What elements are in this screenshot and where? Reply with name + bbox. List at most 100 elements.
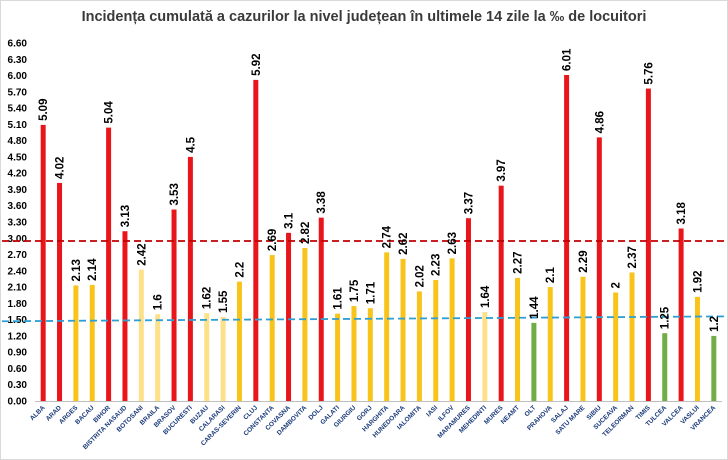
data-label: 5.04 [104, 101, 116, 124]
y-tick-label: 0.30 [8, 380, 28, 391]
data-label: 3.1 [284, 212, 296, 229]
y-tick-label: 2.70 [8, 250, 28, 261]
bar [596, 137, 602, 401]
y-tick-label: 4.20 [8, 169, 28, 180]
bar [187, 156, 193, 401]
bar [286, 232, 292, 401]
bar [73, 285, 79, 401]
data-label: 5.76 [643, 62, 655, 84]
y-axis: 0.000.300.600.901.201.501.802.102.402.70… [8, 39, 722, 408]
data-label: 2.1 [545, 267, 557, 284]
data-label: 1.75 [349, 279, 361, 302]
bar [335, 313, 341, 401]
data-label: 2 [611, 282, 623, 288]
data-label: 2.42 [136, 243, 148, 265]
data-label: 1.2 [709, 316, 721, 332]
data-label: 2.27 [513, 251, 525, 273]
data-label: 2.29 [578, 250, 590, 272]
bar [89, 284, 95, 401]
data-label: 2.82 [300, 222, 312, 244]
bar [694, 296, 700, 401]
bar [367, 308, 373, 401]
data-label: 2.63 [447, 232, 459, 254]
bar [351, 306, 357, 401]
bar [678, 228, 684, 401]
y-tick-label: 5.10 [8, 120, 28, 131]
bar [302, 248, 308, 401]
bar [645, 88, 651, 402]
y-tick-label: 2.40 [8, 266, 28, 277]
data-label: 1.61 [333, 287, 345, 310]
chart-title: Incidența cumulată a cazurilor la nivel … [82, 9, 647, 25]
bar [433, 280, 439, 401]
bar [613, 292, 619, 401]
data-label: 2.02 [414, 265, 426, 287]
bar [236, 281, 242, 401]
bar [220, 316, 226, 401]
data-label: 1.62 [202, 287, 214, 309]
y-tick-label: 3.30 [8, 218, 28, 229]
y-tick-label: 3.00 [8, 234, 28, 245]
data-label: 1.92 [692, 270, 704, 292]
y-tick-label: 5.40 [8, 104, 28, 115]
bar [498, 185, 504, 401]
data-label: 1.6 [153, 294, 165, 310]
bar [531, 322, 537, 401]
bar [482, 312, 488, 401]
y-tick-label: 3.60 [8, 201, 28, 212]
bar [204, 313, 210, 401]
y-tick-label: 3.90 [8, 185, 28, 196]
y-tick-label: 0.00 [8, 397, 28, 408]
bar [416, 291, 422, 401]
y-tick-label: 1.20 [8, 331, 28, 342]
y-tick-label: 0.90 [8, 348, 28, 359]
bar [662, 333, 668, 401]
data-label: 2.2 [234, 262, 246, 278]
y-tick-label: 0.60 [8, 364, 28, 375]
data-label: 2.13 [71, 259, 83, 281]
data-label: 3.97 [496, 159, 508, 181]
data-label: 5.92 [251, 53, 263, 75]
data-label: 1.71 [365, 281, 377, 304]
y-tick-label: 6.60 [8, 39, 28, 50]
data-label: 4.5 [185, 136, 197, 153]
data-label: 1.25 [660, 306, 672, 329]
bar [711, 335, 717, 401]
y-tick-label: 6.00 [8, 71, 28, 82]
data-label: 2.69 [267, 229, 279, 251]
data-label: 3.38 [316, 191, 328, 214]
bar [57, 182, 63, 401]
bar [580, 276, 586, 401]
bar [384, 252, 390, 401]
data-label: 2.37 [627, 246, 639, 268]
bar [629, 272, 635, 401]
data-label: 3.18 [676, 202, 688, 225]
y-tick-label: 1.80 [8, 299, 28, 310]
bar [515, 277, 521, 401]
data-labels: 5.09 4.02 2.13 2.14 5.04 3.13 2.42 1.6 3.53 4.5 1.… [38, 48, 721, 332]
data-label: 2.23 [431, 254, 443, 276]
bar [106, 127, 112, 402]
y-tick-label: 4.50 [8, 152, 28, 163]
data-label: 1.64 [480, 285, 492, 308]
data-label: 4.02 [55, 157, 67, 179]
y-tick-label: 5.70 [8, 87, 28, 98]
data-label: 2.62 [398, 232, 410, 254]
y-tick-label: 2.10 [8, 283, 28, 294]
bar [122, 231, 128, 401]
bar [40, 124, 46, 401]
bar [269, 255, 275, 401]
data-label: 4.86 [594, 111, 606, 133]
bar [449, 258, 455, 401]
data-label: 2.14 [87, 258, 99, 281]
bar [171, 209, 177, 401]
data-label: 6.01 [562, 48, 574, 71]
bar [564, 75, 570, 402]
y-tick-label: 4.80 [8, 136, 28, 147]
data-label: 5.09 [38, 99, 50, 121]
bar [318, 217, 324, 401]
y-tick-label: 6.30 [8, 55, 28, 66]
